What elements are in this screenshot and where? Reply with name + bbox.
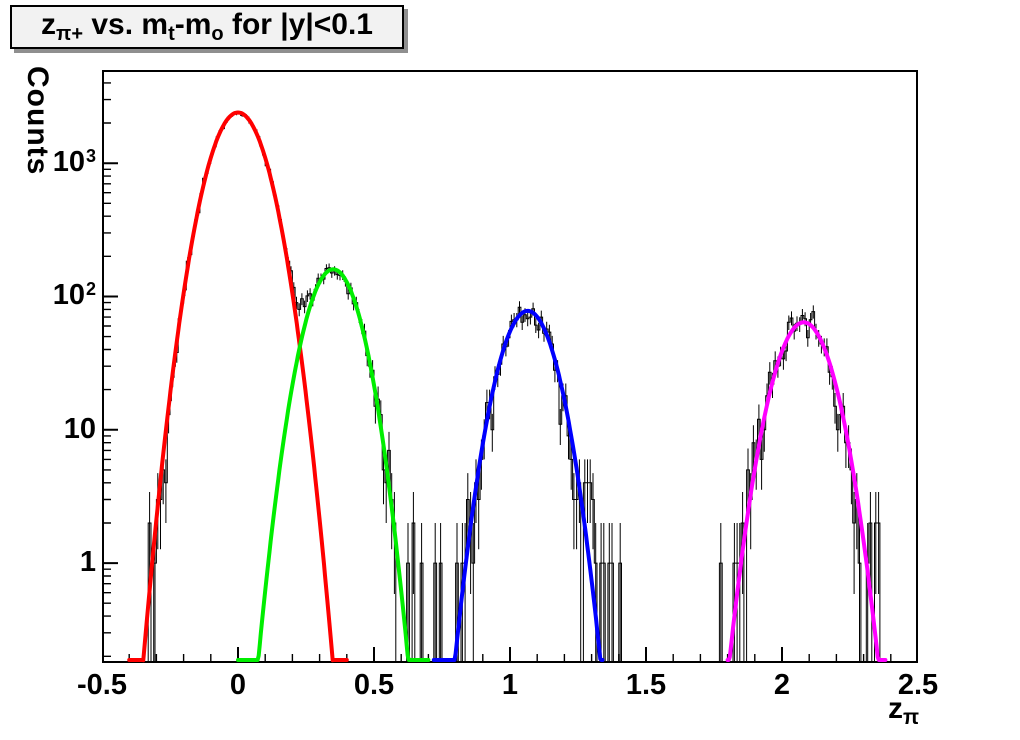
fit-curve-green [236,267,431,662]
title-subscript: t [168,23,175,45]
x-tick-label: 0 [229,669,247,701]
y-axis-label: Counts [21,66,54,176]
plot-frame [102,70,918,663]
y-tick-label-base: 10 [52,279,85,312]
histogram-svg [102,70,918,663]
axis-minor-ticks [104,82,892,661]
x-axis-label: zπ [888,692,919,730]
y-tick-label: 1 [0,546,96,579]
x-axis-label-subscript: π [903,706,920,729]
x-tick-label: 2 [773,669,791,701]
y-tick-label-exponent: 3 [85,146,96,167]
y-tick-label: 103 [0,146,96,179]
fit-curve-red [127,110,349,663]
title-segment: z [41,8,56,41]
y-tick-label-base: 10 [63,412,96,445]
frame-border [102,70,918,663]
x-tick-label: -0.5 [77,669,127,701]
y-tick-label-base: 10 [52,146,85,179]
y-tick-label-base: 1 [79,546,96,579]
axis-major-ticks [102,162,918,661]
fit-curve-magenta [725,320,888,662]
title-subscript: o [211,23,224,45]
x-axis-label-base: z [888,692,903,725]
y-tick-label: 102 [0,279,96,312]
fit-curve-blue [431,308,605,662]
title-segment: vs. m [83,8,169,41]
x-tick-label: 1.5 [625,669,667,701]
x-tick-label: 0.5 [353,669,395,701]
y-tick-label-exponent: 2 [85,279,96,300]
title-segment: -m [174,8,212,41]
x-tick-label: 2.5 [897,669,939,701]
title-pave: zπ+ vs. mt-mo for |y|<0.1 [10,5,404,49]
plot-title: zπ+ vs. mt-mo for |y|<0.1 [41,8,373,46]
y-tick-label: 10 [0,413,96,446]
title-segment: for |y|<0.1 [223,8,373,41]
title-subscript: π+ [56,23,83,45]
x-tick-label: 1 [501,669,519,701]
